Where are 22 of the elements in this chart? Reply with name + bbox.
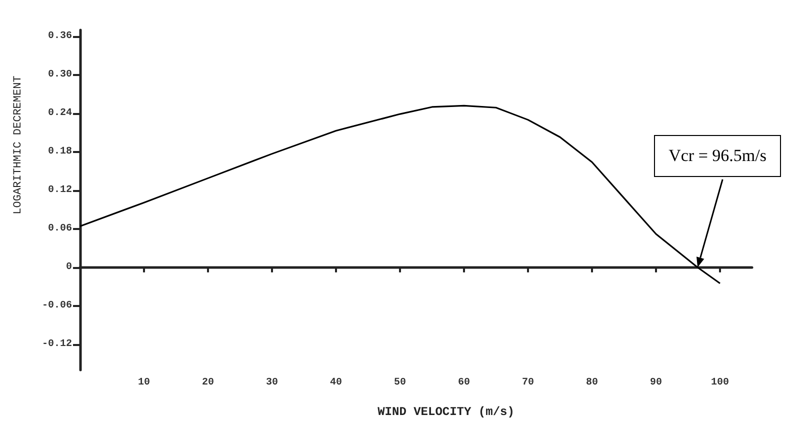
x-axis-title: WIND VELOCITY (m/s) [378, 405, 514, 419]
y-tick-label: 0.18 [48, 146, 72, 158]
y-tick-label: 0.24 [48, 108, 72, 119]
y-tick-label: -0.06 [42, 300, 72, 312]
x-tick-label: 60 [458, 378, 470, 388]
y-tick-label: 0.06 [48, 223, 72, 234]
x-tick-label: 70 [522, 378, 534, 388]
x-tick-label: 40 [330, 378, 342, 388]
y-tick-label: 0.36 [48, 30, 72, 42]
y-tick-label: 0.30 [48, 69, 72, 80]
y-axis-title: LOGARITHMIC DECREMENT [12, 75, 24, 214]
x-tick-label: 20 [202, 378, 214, 388]
x-tick-label: 100 [710, 378, 730, 388]
x-tick-label: 80 [586, 378, 598, 388]
y-tick-label: 0.12 [48, 184, 72, 196]
annotation: Vcr = 96.5m/s [654, 135, 782, 178]
x-tick-label: 30 [266, 378, 278, 388]
y-tick-label: 0 [66, 262, 72, 273]
x-tick-label: 50 [394, 378, 406, 388]
x-tick-label: 10 [138, 378, 150, 388]
x-tick-label: 90 [650, 378, 662, 388]
y-tick-label: -0.12 [42, 338, 72, 350]
